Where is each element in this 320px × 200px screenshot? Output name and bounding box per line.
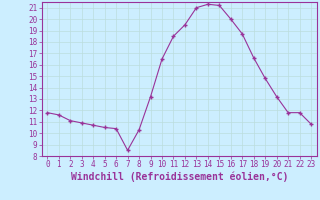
X-axis label: Windchill (Refroidissement éolien,°C): Windchill (Refroidissement éolien,°C) <box>70 172 288 182</box>
